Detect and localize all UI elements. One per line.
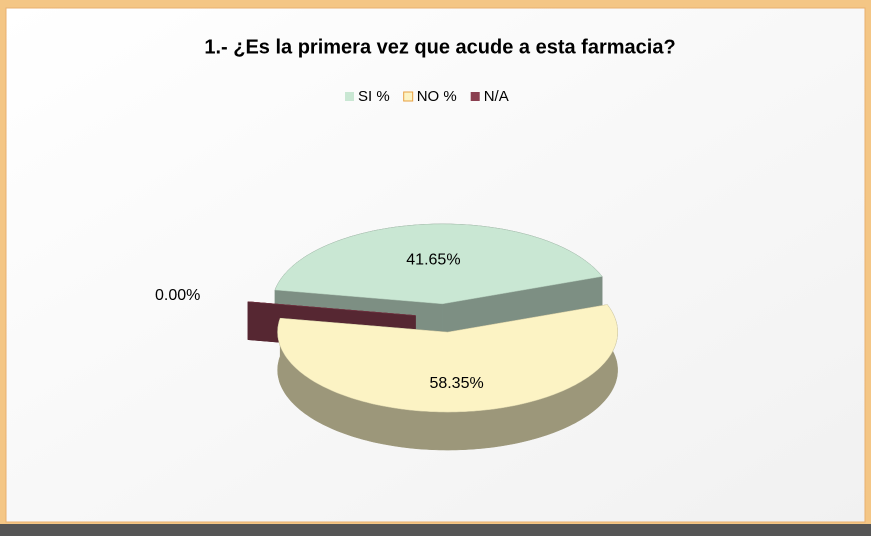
legend-swatch <box>345 92 354 101</box>
legend: SI % NO % N/A <box>345 88 509 105</box>
legend-swatch <box>470 92 480 101</box>
legend-label: SI % <box>358 88 390 105</box>
data-label: 58.35% <box>429 375 483 392</box>
legend-swatch <box>403 91 414 102</box>
slice-top <box>247 301 416 316</box>
pie: 41.65% 58.35% 0.00% <box>155 223 618 451</box>
data-label: 0.00% <box>155 287 200 304</box>
bottom-strip <box>0 524 871 536</box>
slice-top <box>277 304 618 413</box>
slice-top <box>274 223 603 305</box>
chart-title: 1.- ¿Es la primera vez que acude a esta … <box>204 36 675 58</box>
legend-label: NO % <box>417 88 457 105</box>
data-label: 41.65% <box>406 251 460 268</box>
legend-label: N/A <box>484 88 509 105</box>
